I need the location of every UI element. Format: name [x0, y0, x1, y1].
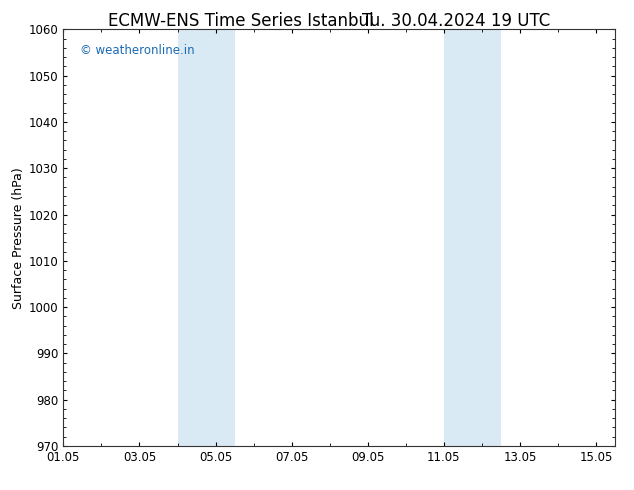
- Text: © weatheronline.in: © weatheronline.in: [80, 44, 195, 57]
- Bar: [178, 29, 235, 446]
- Text: ECMW-ENS Time Series Istanbul: ECMW-ENS Time Series Istanbul: [108, 12, 373, 30]
- Text: Tu. 30.04.2024 19 UTC: Tu. 30.04.2024 19 UTC: [363, 12, 550, 30]
- Y-axis label: Surface Pressure (hPa): Surface Pressure (hPa): [11, 167, 25, 309]
- Bar: [444, 29, 501, 446]
